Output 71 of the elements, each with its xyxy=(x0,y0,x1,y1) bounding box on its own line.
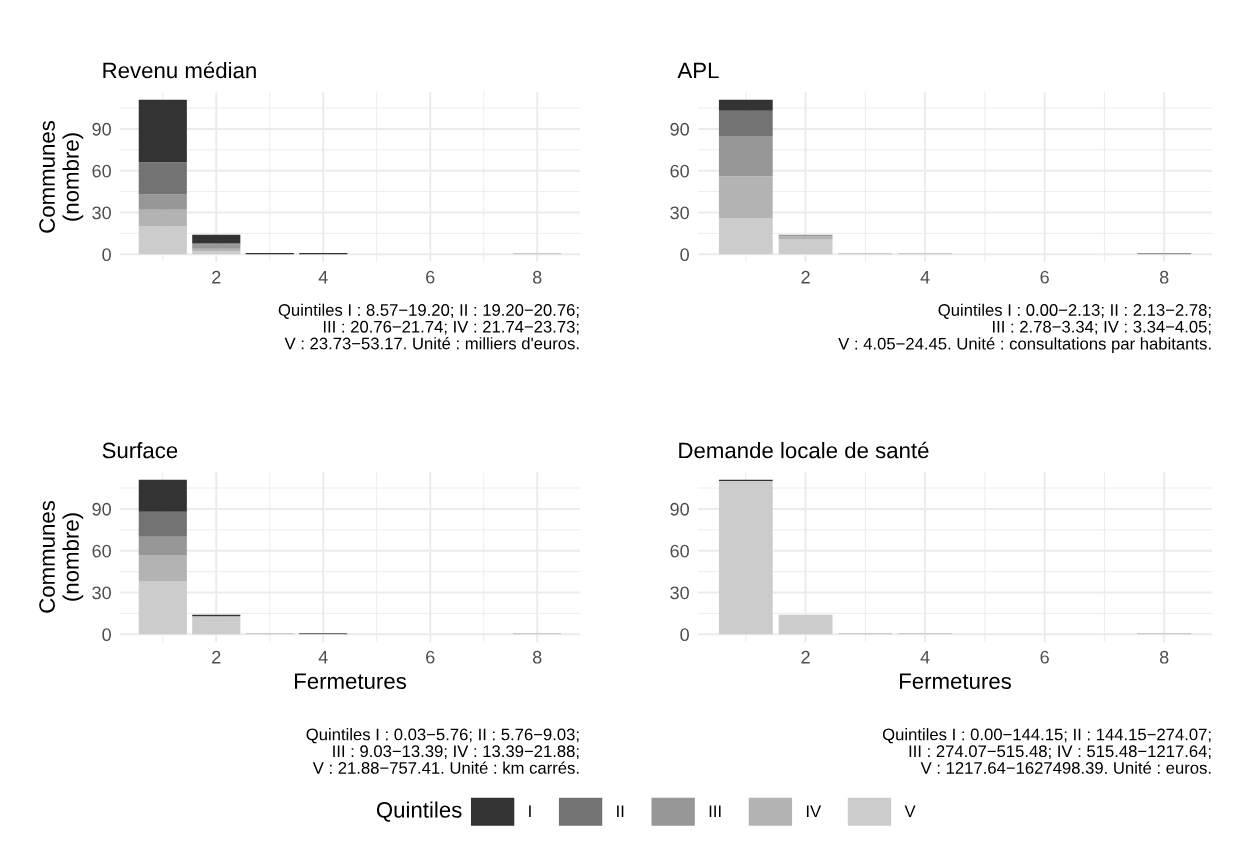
x-tick-label: 2 xyxy=(801,270,810,284)
y-tick-label: 60 xyxy=(670,164,689,178)
y-tick-label: 30 xyxy=(92,586,111,600)
y-tick-label: 0 xyxy=(102,628,111,642)
chart-title: APL xyxy=(677,62,719,79)
bar xyxy=(138,162,187,195)
x-tick-label: 8 xyxy=(532,650,542,664)
x-tick-label: 8 xyxy=(532,270,542,284)
x-tick-label: 6 xyxy=(426,270,435,284)
bar xyxy=(138,194,187,210)
text: Quintiles I : 0.00−144.15; II : 144.15−274.07; III : 274.07−515.48; IV : 515.48−1217.64; V : 1217.64−1627498.39. Unité : euros. xyxy=(882,728,1211,774)
y-axis-title: Communes (nombre) xyxy=(39,500,84,613)
bar xyxy=(718,135,773,177)
y-tick-label: 60 xyxy=(92,164,111,178)
y-tick-label: 30 xyxy=(670,206,689,220)
x-tick-label: 8 xyxy=(1159,650,1169,664)
bar xyxy=(138,554,187,582)
y-tick-label: 60 xyxy=(92,544,111,558)
bar xyxy=(778,239,833,255)
x-tick-label: 2 xyxy=(212,270,221,284)
x-tick-label: 4 xyxy=(318,271,328,284)
bar xyxy=(718,176,773,219)
legend-label: II xyxy=(617,805,624,818)
bar xyxy=(138,209,187,227)
legend-title: Quintiles xyxy=(376,801,462,822)
y-tick-label: 90 xyxy=(670,122,689,136)
x-tick-label: 8 xyxy=(1159,270,1169,284)
y-tick-label: 0 xyxy=(680,628,689,642)
x-tick-label: 2 xyxy=(801,650,810,664)
y-tick-label: 0 xyxy=(680,248,689,262)
bar xyxy=(778,614,833,635)
bar xyxy=(138,226,187,255)
chart-title: Revenu médian xyxy=(103,61,256,79)
x-tick-label: 2 xyxy=(212,650,221,664)
y-axis-title: Communes (nombre) xyxy=(39,120,84,233)
bar xyxy=(718,99,773,111)
bar xyxy=(192,234,241,244)
y-tick-label: 90 xyxy=(92,122,111,136)
bar xyxy=(138,99,187,163)
x-tick-label: 6 xyxy=(1040,270,1049,284)
y-tick-label: 90 xyxy=(92,502,111,516)
legend-label: III xyxy=(709,805,721,818)
y-tick-label: 60 xyxy=(670,544,689,558)
bar xyxy=(138,511,187,537)
x-tick-label: 6 xyxy=(426,650,435,664)
x-tick-label: 6 xyxy=(1040,650,1049,664)
bar xyxy=(138,536,187,555)
bar xyxy=(138,581,187,635)
legend-label: V xyxy=(904,805,916,818)
bar xyxy=(138,479,187,512)
bar xyxy=(192,244,241,249)
y-tick-label: 90 xyxy=(670,502,689,516)
bar xyxy=(718,110,773,136)
x-tick-label: 4 xyxy=(920,271,930,284)
y-tick-label: 30 xyxy=(670,586,689,600)
chart-title: Surface xyxy=(102,442,178,459)
chart-title: Demande locale de santé xyxy=(679,441,929,459)
legend-label: I xyxy=(529,805,531,818)
x-tick-label: 4 xyxy=(318,651,328,664)
x-axis-title: Fermetures xyxy=(900,673,1012,690)
text: Quintiles I : 0.00−2.13; II : 2.13−2.78; III : 2.78−3.34; IV : 3.34−4.05; V : 4.05−24.45. Unité : consultations par habitants. xyxy=(838,303,1211,353)
bar xyxy=(718,481,773,635)
legend-label: IV xyxy=(806,805,822,818)
text: Quintiles I : 8.57−19.20; II : 19.20−20.76; III : 20.76−21.74; IV : 21.74−23.73; V : 23.73−53.17. Unité : milliers d'euros. xyxy=(278,303,579,350)
x-tick-label: 4 xyxy=(920,651,930,664)
y-tick-label: 0 xyxy=(102,248,111,262)
bar xyxy=(192,616,241,635)
bar xyxy=(718,218,773,255)
x-axis-title: Fermetures xyxy=(295,673,407,690)
y-tick-label: 30 xyxy=(92,206,111,220)
text: Quintiles I : 0.03−5.76; II : 5.76−9.03; III : 9.03−13.39; IV : 13.39−21.88; V : 21.88−757.41. Unité : km carrés. xyxy=(306,728,579,774)
